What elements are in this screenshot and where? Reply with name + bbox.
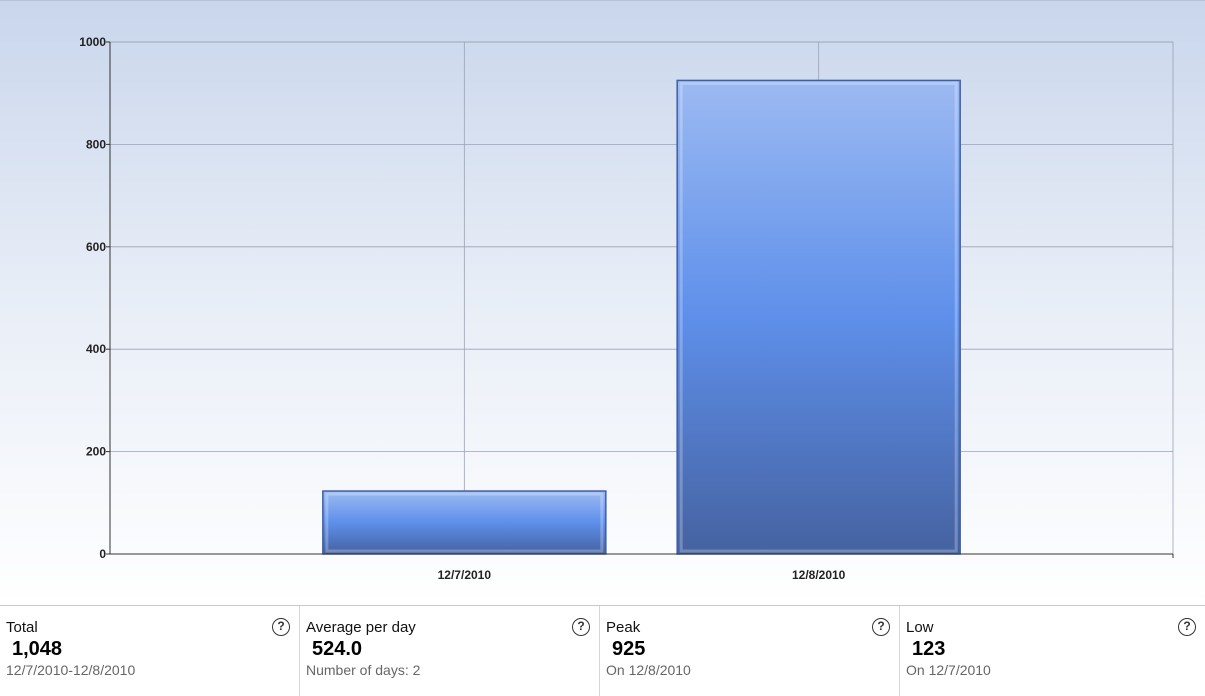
bar bbox=[322, 490, 607, 555]
stats-bar: Total 1,048 12/7/2010-12/8/2010 ? Averag… bbox=[0, 605, 1205, 696]
x-tick-label: 12/7/2010 bbox=[438, 568, 492, 582]
stat-low: Low 123 On 12/7/2010 ? bbox=[900, 606, 1205, 696]
stat-subtext: On 12/7/2010 bbox=[906, 662, 991, 678]
y-tick-label: 400 bbox=[86, 342, 106, 356]
y-tick-label: 0 bbox=[99, 547, 106, 561]
bar bbox=[676, 79, 961, 555]
stat-value: 925 bbox=[612, 638, 646, 660]
y-tick-label: 200 bbox=[86, 445, 106, 459]
help-icon[interactable]: ? bbox=[572, 618, 590, 636]
stat-total: Total 1,048 12/7/2010-12/8/2010 ? bbox=[0, 606, 300, 696]
stat-peak: Peak 925 On 12/8/2010 ? bbox=[600, 606, 900, 696]
stat-value: 524.0 bbox=[312, 638, 363, 660]
help-icon[interactable]: ? bbox=[272, 618, 290, 636]
help-icon[interactable]: ? bbox=[1178, 618, 1196, 636]
plot-border bbox=[109, 41, 1174, 555]
x-tick-label: 12/8/2010 bbox=[792, 568, 846, 582]
stat-label: Low bbox=[906, 619, 934, 636]
stat-subtext: On 12/8/2010 bbox=[606, 662, 691, 678]
stat-subtext: Number of days: 2 bbox=[306, 662, 421, 678]
stat-label: Average per day bbox=[306, 619, 416, 636]
stat-value: 1,048 bbox=[12, 638, 63, 660]
y-tick-label: 1000 bbox=[79, 35, 106, 49]
stat-value: 123 bbox=[912, 638, 946, 660]
stat-average-per-day: Average per day 524.0 Number of days: 2 … bbox=[300, 606, 600, 696]
chart-panel: 0 200 400 600 800 1000 12/7/2010 12/8/2010 bbox=[0, 0, 1205, 605]
help-icon[interactable]: ? bbox=[872, 618, 890, 636]
y-tick-label: 600 bbox=[86, 240, 106, 254]
stat-subtext: 12/7/2010-12/8/2010 bbox=[6, 662, 136, 678]
bar-chart: 0 200 400 600 800 1000 12/7/2010 12/8/2010 bbox=[79, 35, 1174, 582]
stat-label: Total bbox=[6, 619, 38, 636]
stat-label: Peak bbox=[606, 619, 641, 636]
bar-highlight bbox=[679, 81, 958, 553]
y-tick-label: 800 bbox=[86, 137, 106, 151]
bar-highlight bbox=[325, 492, 604, 553]
